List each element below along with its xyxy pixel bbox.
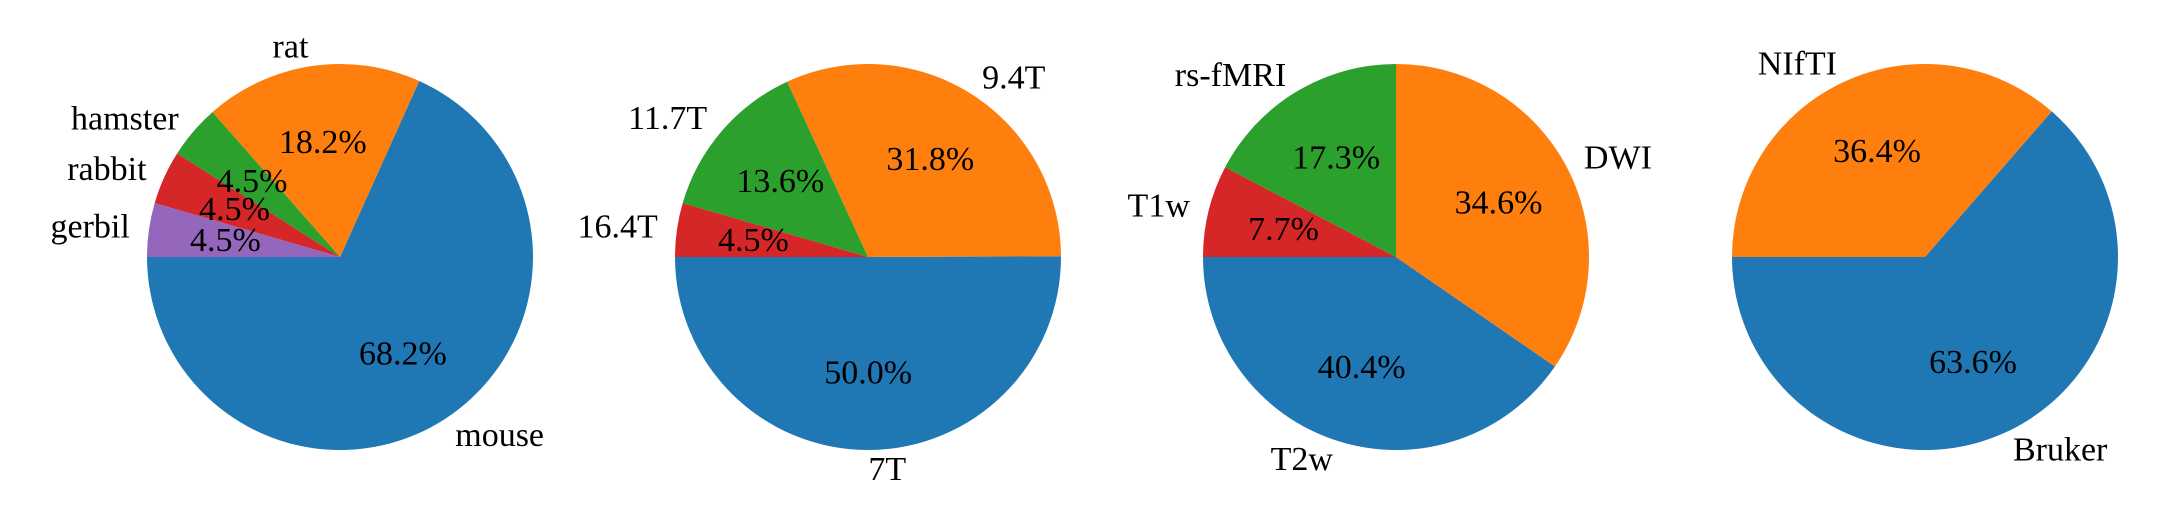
category-label-bruker: Bruker xyxy=(2013,432,2108,469)
pie-slice-gerbil xyxy=(147,203,340,257)
category-label-7t: 7T xyxy=(868,451,906,488)
category-label-11-7t: 11.7T xyxy=(628,100,707,137)
pct-label-dwi: 34.6% xyxy=(1455,185,1543,222)
pct-label-11-7t: 13.6% xyxy=(736,163,824,200)
pct-label-16-4t: 4.5% xyxy=(718,222,789,259)
pie-slice-rs-fmri xyxy=(1225,64,1396,257)
pie-slice-hamster xyxy=(177,112,340,258)
pie-chart-format: 63.6% Bruker 36.4% NIfTI xyxy=(1732,45,2118,469)
pie-chart-field-strength: 50.0% 7T 31.8% 9.4T 13.6% 11.7T 4.5% 16.4T xyxy=(578,59,1061,488)
pct-label-7t: 50.0% xyxy=(824,354,912,391)
pie-slice-7t xyxy=(675,256,1061,451)
pie-slice-t2w xyxy=(1203,257,1555,450)
pie-slice-9-4t xyxy=(787,64,1061,258)
pct-label-rs-fmri: 17.3% xyxy=(1292,139,1380,176)
pct-label-bruker: 63.6% xyxy=(1929,344,2017,381)
category-label-t2w: T2w xyxy=(1271,441,1334,478)
category-label-rabbit: rabbit xyxy=(67,151,147,188)
pie-slice-dwi xyxy=(1396,64,1589,367)
pct-label-rat: 18.2% xyxy=(279,124,367,161)
pie-slice-bruker xyxy=(1732,111,2118,451)
category-label-dwi: DWI xyxy=(1584,140,1652,177)
category-label-9-4t: 9.4T xyxy=(982,59,1046,96)
pie-chart-sequence: 40.4% T2w 34.6% DWI 17.3% rs-fMRI 7.7% T1w xyxy=(1128,57,1652,478)
category-label-hamster: hamster xyxy=(71,101,179,138)
pct-label-rabbit: 4.5% xyxy=(199,191,270,228)
category-label-rs-fmri: rs-fMRI xyxy=(1175,57,1286,94)
pct-label-mouse: 68.2% xyxy=(359,336,447,373)
pie-chart-species: 68.2% mouse 18.2% rat 4.5% hamster 4.5% rabbit 4… xyxy=(51,29,545,454)
pct-label-9-4t: 31.8% xyxy=(886,141,974,178)
category-label-t1w: T1w xyxy=(1128,188,1191,225)
category-label-16-4t: 16.4T xyxy=(578,209,659,246)
pie-slice-16-4t xyxy=(675,203,868,257)
pct-label-gerbil: 4.5% xyxy=(190,222,261,259)
category-label-rat: rat xyxy=(273,29,309,66)
pie-slice-mouse xyxy=(147,81,533,450)
pie-slice-t1w xyxy=(1203,167,1396,257)
pct-label-t2w: 40.4% xyxy=(1318,349,1406,386)
pct-label-nifti: 36.4% xyxy=(1833,133,1921,170)
pie-slice-rabbit xyxy=(154,153,340,257)
pie-slice-rat xyxy=(212,63,420,257)
category-label-gerbil: gerbil xyxy=(51,209,130,246)
category-label-mouse: mouse xyxy=(455,417,544,454)
pct-label-hamster: 4.5% xyxy=(217,163,288,200)
pie-slice-nifti xyxy=(1732,64,2052,258)
pie-slice-11-7t xyxy=(682,81,868,257)
category-label-nifti: NIfTI xyxy=(1758,45,1837,82)
pct-label-t1w: 7.7% xyxy=(1248,211,1319,248)
